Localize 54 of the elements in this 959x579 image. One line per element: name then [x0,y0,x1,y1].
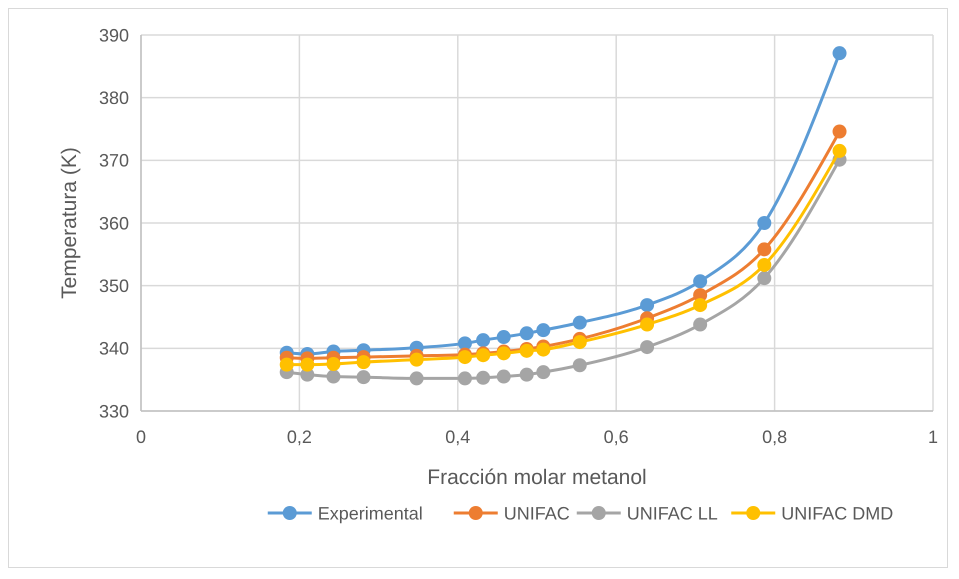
point [640,298,654,312]
point [520,368,534,382]
y-tick-label: 340 [98,338,129,359]
y-tick-label: 350 [98,276,129,296]
point [832,46,847,60]
y-axis-title: Temperatura (K) [58,147,81,299]
y-tick-label: 360 [98,213,129,234]
point [326,370,340,384]
point [757,258,772,272]
point [536,342,550,357]
point [832,144,847,158]
point [356,355,371,370]
x-axis-title: Fracción molar metanol [427,466,647,489]
point [572,358,587,372]
x-tick-label: 0 [136,427,146,447]
legend-label: Experimental [318,503,423,524]
point [693,274,708,288]
x-tick-label: 0,8 [762,427,788,447]
point [496,370,511,384]
legend-label: UNIFAC [504,503,570,524]
x-tick-label: 1 [928,427,938,447]
x-tick-label: 0,6 [604,427,629,447]
legend-label: UNIFAC LL [626,503,718,524]
point [458,371,472,386]
point [410,352,424,367]
point [693,298,708,312]
point [572,316,587,330]
point [476,333,490,348]
point [693,318,708,332]
y-tick-label: 370 [98,150,129,171]
point [458,350,472,364]
point [476,370,490,385]
point [572,335,587,350]
point [300,358,314,372]
point [757,271,772,286]
point [832,124,847,139]
y-tick-label: 380 [98,88,129,108]
point [757,242,772,256]
point [326,357,340,371]
point [536,323,550,338]
x-tick-label: 0,4 [445,427,470,447]
point [520,326,534,340]
point [757,216,772,230]
point [280,358,294,372]
y-tick-label: 330 [98,401,129,422]
point [356,370,371,384]
point [410,371,424,386]
legend-label: UNIFAC DMD [781,503,894,524]
point [496,330,511,344]
y-tick-label: 390 [98,25,129,46]
point [640,318,654,332]
x-tick-label: 0,2 [286,427,312,447]
point [640,340,654,354]
point [536,365,550,380]
